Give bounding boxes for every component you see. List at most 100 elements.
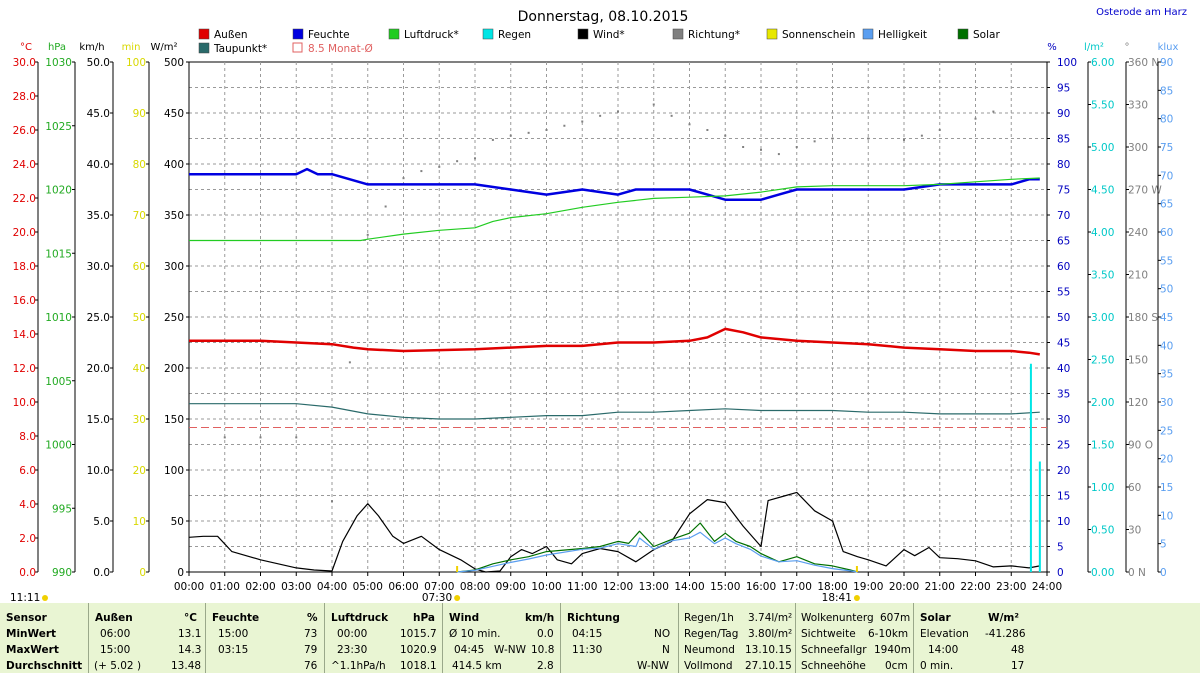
dir-axis-unit: °: [1125, 42, 1130, 53]
hum-tick-label: 90: [1057, 108, 1070, 120]
hum-tick-label: 65: [1057, 236, 1070, 248]
legend-label: Richtung*: [688, 29, 740, 41]
legend-swatch: [388, 28, 400, 40]
legend: Außen Feuchte Luftdruck* Regen Wind* Richtung…: [198, 28, 1000, 55]
vollmond-label: Vollmond: [684, 660, 733, 672]
feuchte-max-time: 03:15: [218, 644, 249, 656]
feuchte-min-value: 73: [304, 628, 318, 640]
direction-point: [974, 117, 977, 120]
press-tick-label: 1010: [45, 312, 72, 324]
temp-axis-unit: °C: [20, 42, 32, 53]
neumond-value: 13.10.15: [745, 644, 792, 656]
dir-tick-label: 30: [1128, 525, 1141, 537]
rain-tick-label: 0.00: [1091, 567, 1114, 579]
direction-point: [259, 436, 262, 439]
legend-label: Wind*: [593, 29, 625, 41]
luftdruck-max-value: 1020.9: [400, 644, 437, 656]
x-tick-label: 15:00: [710, 581, 740, 593]
solar-tick-label: 0: [177, 567, 184, 579]
temp-tick-label: 6.0: [19, 465, 36, 477]
legend-label: Luftdruck*: [404, 29, 459, 41]
legend-label: Sonnenschein: [782, 29, 855, 41]
direction-point: [563, 124, 566, 127]
aussen-min-time: 06:00: [100, 628, 131, 640]
rain-axis-unit: l/m²: [1084, 42, 1104, 53]
solar-tick-label: 200: [164, 363, 184, 375]
chart-title: Donnerstag, 08.10.2015: [518, 9, 689, 25]
lux-axis-unit: klux: [1158, 42, 1179, 53]
luftdruck-header: Luftdruck: [331, 612, 389, 624]
grid: [188, 61, 1048, 573]
series-line-luftdruck: [189, 177, 1040, 242]
solar-tick-label: 150: [164, 414, 184, 426]
legend-label: Regen: [498, 29, 531, 41]
legend-swatch: [292, 28, 304, 40]
solar-unit: W/m²: [988, 612, 1019, 624]
dir-tick-label: 270 W: [1128, 185, 1162, 197]
direction-point: [670, 114, 673, 117]
direction-point: [348, 361, 351, 364]
luftdruck-max-time: 23:30: [337, 644, 368, 656]
wind-max-value: 10.8: [531, 644, 555, 656]
hum-tick-label: 20: [1057, 465, 1070, 477]
legend-swatch: [292, 42, 303, 53]
x-tick-label: 17:00: [782, 581, 812, 593]
solar-tick-label: 100: [164, 465, 184, 477]
dir-tick-label: 90 O: [1128, 440, 1153, 452]
schneefallgr-label: Schneefallgr: [801, 644, 867, 656]
luftdruck-trend: ^1.1hPa/h: [331, 660, 386, 672]
direction-point: [920, 134, 923, 137]
x-tick-label: 16:00: [746, 581, 776, 593]
hum-axis-unit: %: [1047, 42, 1057, 53]
lux-tick-label: 40: [1160, 340, 1173, 352]
direction-point: [742, 146, 745, 148]
direction-point: [366, 233, 369, 236]
direction-point: [581, 120, 584, 123]
lux-tick-label: 10: [1160, 510, 1173, 522]
x-tick-label: 08:00: [460, 581, 490, 593]
x-tick-label: 03:00: [281, 581, 311, 593]
x-tick-label: 22:00: [960, 581, 990, 593]
x-tick-label: 13:00: [639, 581, 669, 593]
solar-tick-label: 450: [164, 108, 184, 120]
richtung-avg-value: W-NW: [637, 660, 669, 672]
current-time: 11:11: [10, 592, 40, 603]
direction-point: [188, 436, 190, 439]
direction-point: [384, 205, 387, 208]
direction-point: [438, 165, 441, 168]
dir-tick-label: 120: [1128, 397, 1148, 409]
rain-tick-label: 0.50: [1091, 525, 1114, 537]
aussen-min-value: 13.1: [178, 628, 202, 640]
location-label: Osterode am Harz: [1096, 7, 1187, 18]
press-tick-label: 1015: [45, 248, 72, 260]
temp-tick-label: 20.0: [13, 227, 36, 239]
sun-tick-label: 20: [133, 465, 146, 477]
feuchte-avg-value: 76: [304, 660, 318, 672]
legend-label: Außen: [214, 29, 248, 41]
regen-1h-value: 3.74l/m²: [748, 612, 793, 624]
sun-tick-label: 90: [133, 108, 146, 120]
wind-tick-label: 5.0: [93, 516, 110, 528]
wolkenunterg-value: 607m: [880, 612, 911, 624]
weather-chart: Donnerstag, 08.10.2015 Osterode am Harz …: [10, 7, 1187, 603]
feuchte-header: Feuchte: [212, 612, 260, 624]
dir-tick-label: 210: [1128, 270, 1148, 282]
wind-tick-label: 15.0: [87, 414, 110, 426]
temp-tick-label: 8.0: [19, 431, 36, 443]
durchschnitt-label: Durchschnitt: [6, 660, 83, 672]
temp-tick-label: 24.0: [13, 159, 36, 171]
direction-point: [813, 140, 816, 143]
statistics-panel: Sensor MinWert MaxWert Durchschnitt Auße…: [0, 603, 1200, 673]
solar-max-value: 48: [1011, 644, 1025, 656]
sunrise-marker: [454, 595, 461, 601]
rain-tick-label: 2.00: [1091, 397, 1114, 409]
press-tick-label: 1005: [45, 376, 72, 388]
vollmond-value: 27.10.15: [745, 660, 792, 672]
wind-max-direction: W-NW: [494, 644, 526, 656]
wind-unit: km/h: [525, 612, 555, 624]
press-tick-label: 990: [52, 567, 72, 579]
luftdruck-min-value: 1015.7: [400, 628, 437, 640]
temp-tick-label: 14.0: [13, 329, 36, 341]
direction-point: [652, 103, 655, 106]
solar-tick-label: 400: [164, 159, 184, 171]
